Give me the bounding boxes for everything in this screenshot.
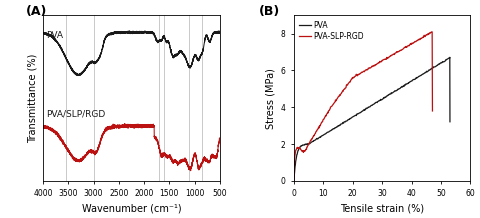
Text: PVA/SLP/RGD: PVA/SLP/RGD xyxy=(46,110,105,119)
PVA-SLP-RGD xyxy=(302,150,308,152)
PVA xyxy=(351,115,357,118)
PVA xyxy=(316,136,322,139)
PVA xyxy=(348,117,353,120)
PVA-SLP-RGD xyxy=(430,110,435,112)
Legend: PVA, PVA-SLP-RGD: PVA, PVA-SLP-RGD xyxy=(298,19,366,43)
PVA xyxy=(301,144,307,146)
PVA xyxy=(447,56,453,59)
Y-axis label: Stress (MPa): Stress (MPa) xyxy=(265,68,275,129)
Text: (A): (A) xyxy=(25,5,47,18)
PVA-SLP-RGD xyxy=(411,41,417,44)
PVA-SLP-RGD xyxy=(302,150,308,152)
PVA xyxy=(291,179,297,182)
PVA-SLP-RGD xyxy=(302,149,308,152)
Text: PVA: PVA xyxy=(46,31,63,40)
PVA-SLP-RGD xyxy=(329,105,335,108)
Line: PVA-SLP-RGD: PVA-SLP-RGD xyxy=(294,32,432,181)
PVA-SLP-RGD xyxy=(311,135,316,138)
X-axis label: Tensile strain (%): Tensile strain (%) xyxy=(340,204,424,214)
PVA xyxy=(317,136,323,138)
X-axis label: Wavenumber (cm⁻¹): Wavenumber (cm⁻¹) xyxy=(82,204,181,214)
PVA-SLP-RGD xyxy=(291,180,297,182)
Line: PVA: PVA xyxy=(294,57,450,181)
PVA xyxy=(443,59,448,62)
PVA xyxy=(447,121,453,123)
PVA-SLP-RGD xyxy=(429,31,435,33)
Y-axis label: Transmittance (%): Transmittance (%) xyxy=(28,53,37,143)
Text: (B): (B) xyxy=(259,5,280,18)
